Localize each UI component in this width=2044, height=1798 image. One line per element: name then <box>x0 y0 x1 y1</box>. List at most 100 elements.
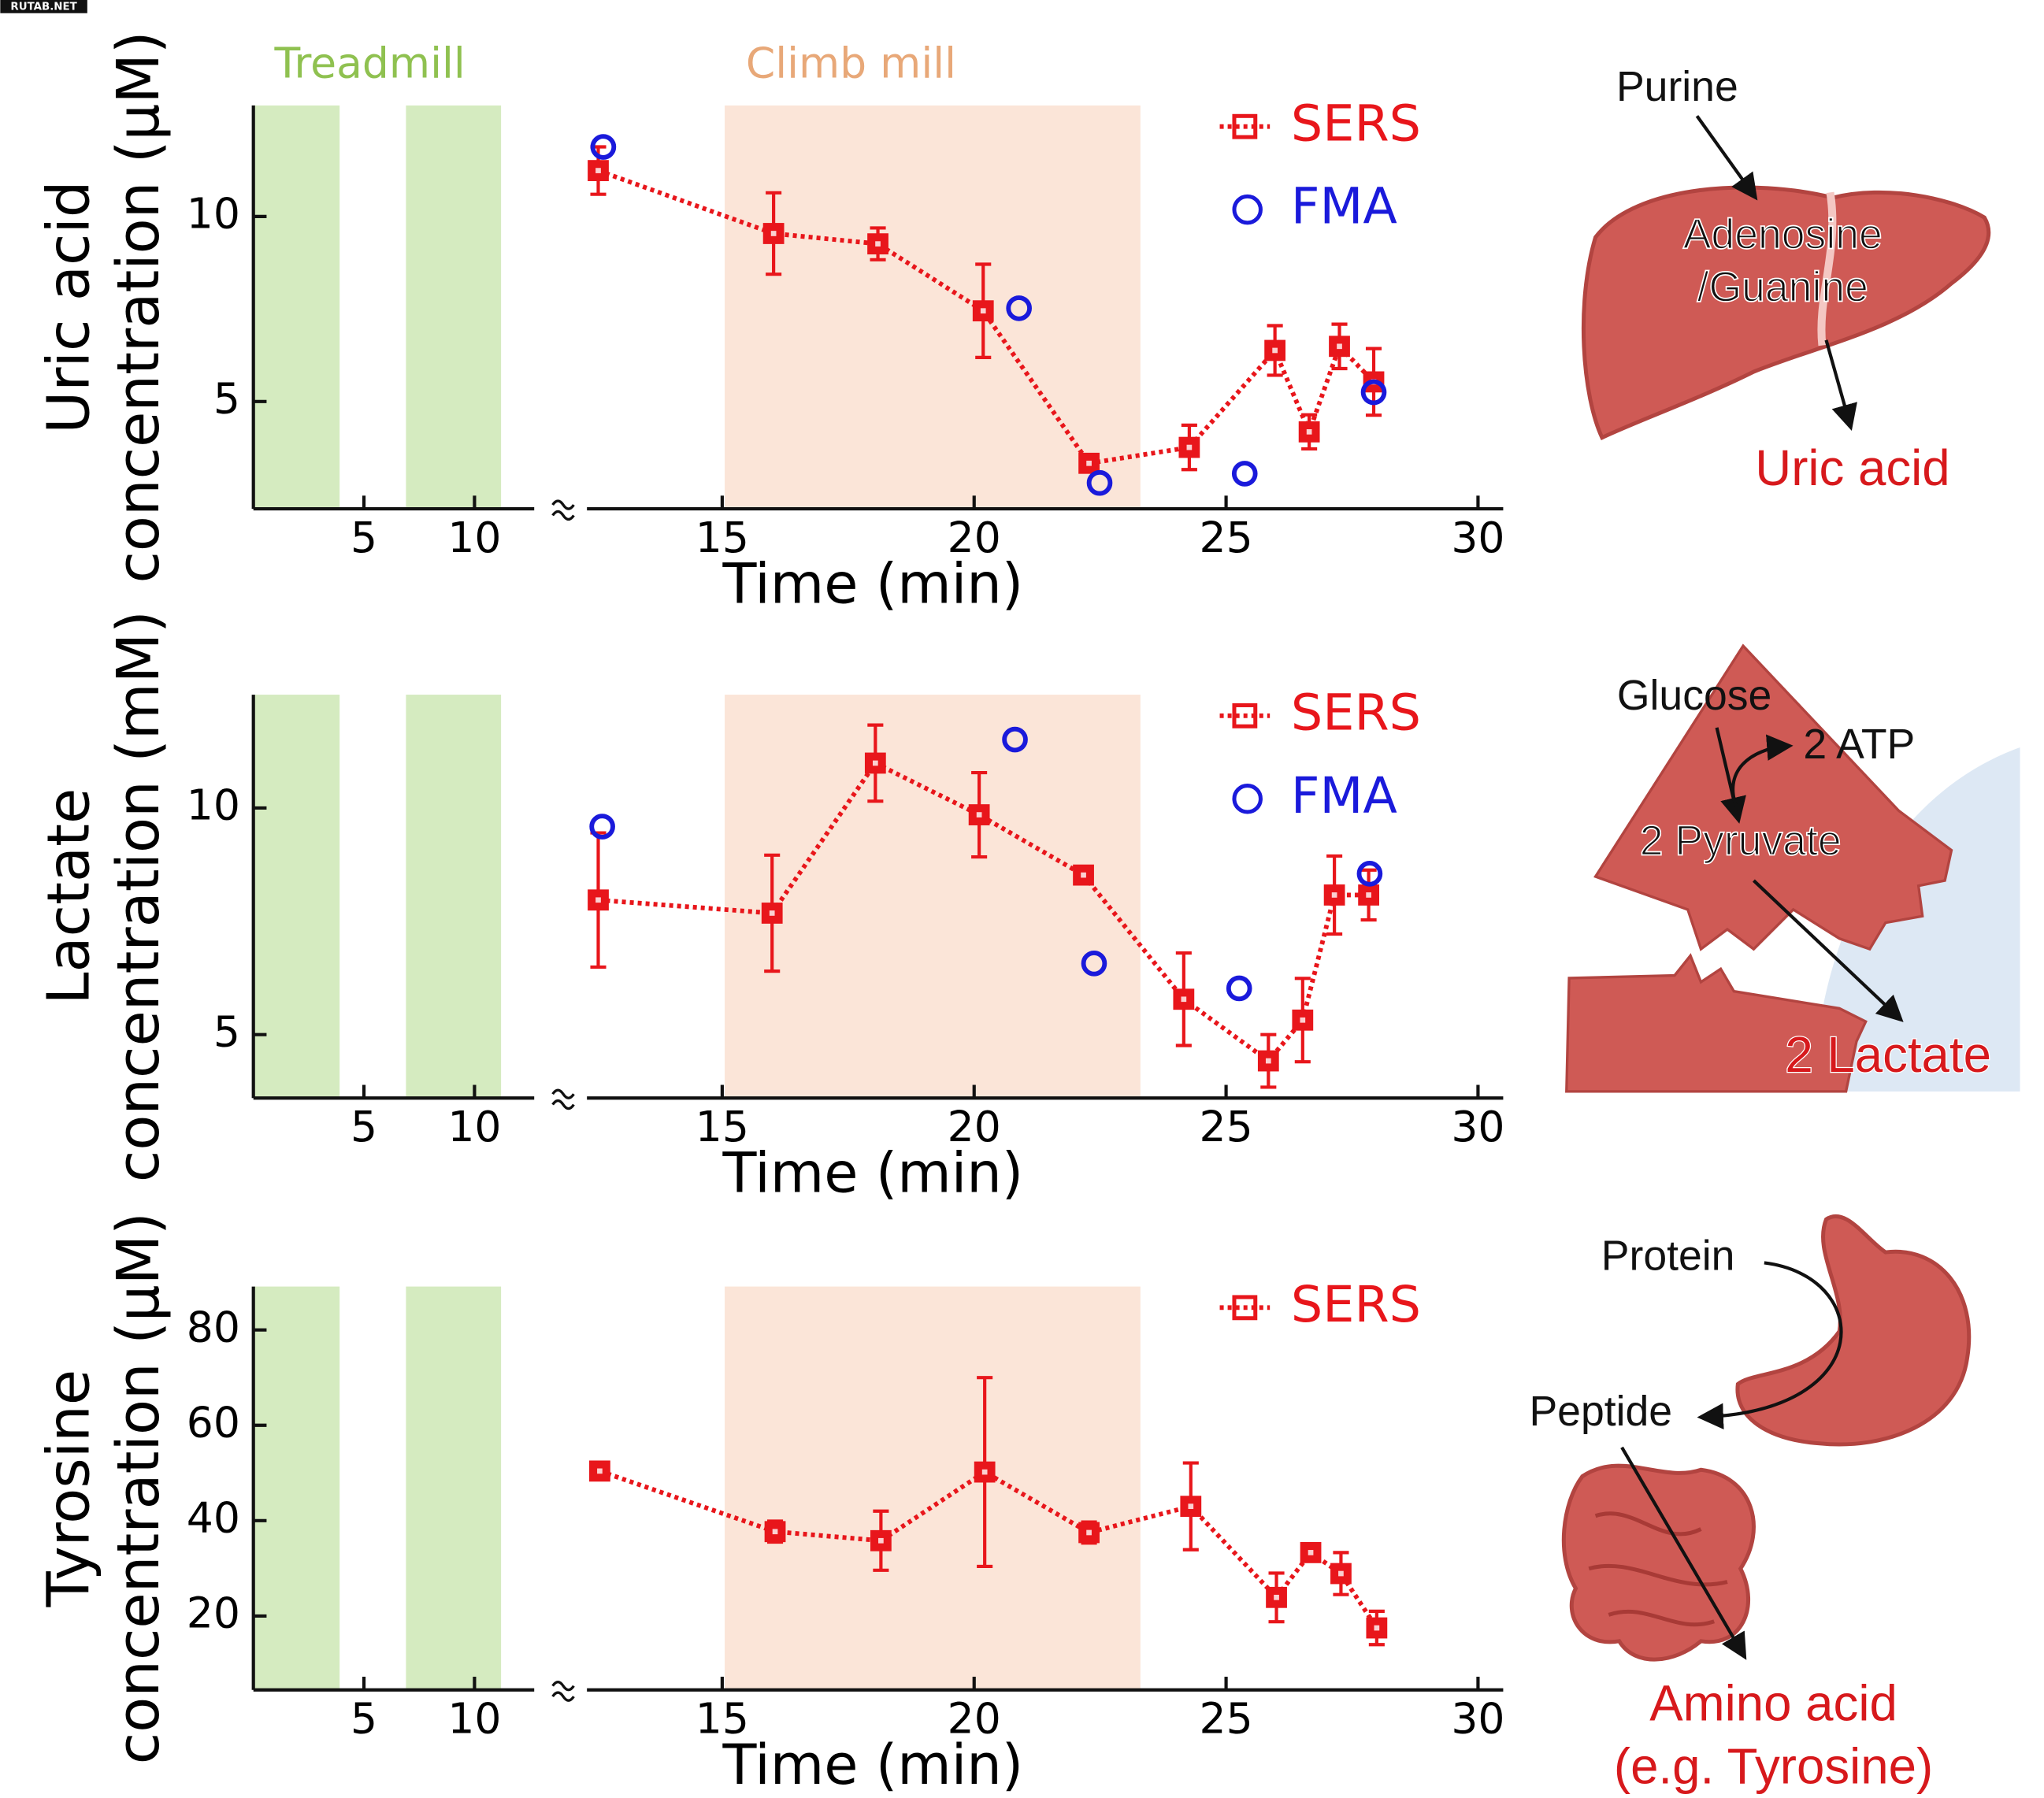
x-tick-label: 30 <box>1451 1102 1504 1151</box>
y-tick-label: 5 <box>213 373 240 423</box>
data-point-center <box>1272 347 1278 354</box>
data-point <box>589 814 615 840</box>
gut-input: Protein <box>1601 1233 1735 1280</box>
axis-break <box>551 1681 575 1702</box>
data-point-center <box>1374 1625 1380 1631</box>
x-tick-label: 15 <box>696 1694 749 1744</box>
legend-marker <box>1232 784 1263 814</box>
y-tick-label: 5 <box>213 1007 240 1056</box>
data-point-center <box>875 241 881 247</box>
gut-diagram: Protein Peptide Amino acid (e.g. Tyrosin… <box>1529 1214 1972 1795</box>
data-point-center <box>1300 1017 1306 1023</box>
x-tick-label: 25 <box>1200 1102 1253 1151</box>
phase-span <box>725 1286 1141 1690</box>
phase-span <box>406 695 502 1099</box>
y-axis-label: concentration (mM) <box>106 610 172 1182</box>
phase-span <box>725 695 1141 1099</box>
data-point-center <box>878 1537 884 1544</box>
liver-intermediate: /Guanine <box>1697 264 1868 310</box>
series-line <box>598 760 1369 1065</box>
data-point-center <box>772 1529 778 1535</box>
data-point-center <box>976 812 982 817</box>
legend-label: FMA <box>1291 766 1397 825</box>
phase-label: Climb mill <box>746 38 956 87</box>
y-tick-label: 10 <box>187 780 240 830</box>
y-tick-label: 80 <box>187 1302 240 1351</box>
y-tick-label: 60 <box>187 1397 240 1447</box>
x-tick-label: 15 <box>696 1102 749 1151</box>
watermark-bg <box>0 0 87 13</box>
data-point-center <box>1338 1570 1344 1577</box>
data-point-center <box>1086 1529 1092 1536</box>
legend-marker <box>1232 113 1258 139</box>
y-axis-label: Lactate <box>35 788 102 1005</box>
muscle-byproduct: 2 ATP <box>1803 721 1915 768</box>
data-point-center <box>1331 892 1337 898</box>
x-tick-label: 5 <box>351 1694 377 1744</box>
liver-diagram: Purine Adenosine /Guanine Uric acid <box>1581 64 1991 496</box>
y-axis-label: concentration (μM) <box>106 1212 172 1764</box>
data-point <box>1356 861 1383 887</box>
data-point <box>1002 726 1028 753</box>
legend-label: SERS <box>1291 683 1421 741</box>
series-line <box>599 1469 1379 1629</box>
x-tick-label: 5 <box>351 1102 377 1151</box>
data-point-center <box>1181 996 1187 1003</box>
y-tick-label: 10 <box>187 189 240 239</box>
muscle-input: Glucose <box>1617 673 1771 719</box>
liver-intermediate: Adenosine <box>1683 211 1883 258</box>
data-point <box>1081 951 1107 977</box>
x-axis-label: Time (min) <box>722 552 1024 617</box>
legend-label: SERS <box>1291 94 1421 152</box>
x-tick-label: 5 <box>351 513 377 562</box>
y-axis-label: concentration (μM) <box>106 31 172 583</box>
data-point <box>1360 379 1387 406</box>
y-tick-label: 20 <box>187 1589 240 1638</box>
data-point-center <box>980 308 986 314</box>
x-tick-label: 25 <box>1200 513 1253 562</box>
legend-label: SERS <box>1291 1275 1421 1333</box>
panel: 5 10 5 10 15 20 25 30 Time (min) Lactate concentra… <box>35 610 1504 1206</box>
data-point-center <box>1366 892 1371 898</box>
x-tick-label: 25 <box>1200 1694 1253 1744</box>
gut-output: (e.g. Tyrosine) <box>1614 1739 1933 1795</box>
data-point-center <box>769 910 775 916</box>
phase-span <box>406 105 502 510</box>
phase-span <box>725 105 1141 510</box>
data-point <box>1231 461 1258 487</box>
data-point-center <box>1274 1594 1279 1600</box>
data-point-center <box>1086 460 1092 466</box>
axis-break <box>551 499 575 521</box>
phase-span <box>253 695 340 1099</box>
data-point-center <box>1265 1058 1271 1064</box>
y-axis-label: Uric acid <box>35 180 102 433</box>
data-point <box>590 134 617 160</box>
phase-span <box>253 1286 340 1690</box>
data-point-center <box>1306 428 1312 435</box>
gut-output: Amino acid <box>1649 1675 1897 1731</box>
gut-intermediate: Peptide <box>1529 1388 1672 1435</box>
series-line <box>597 168 1376 466</box>
phase-span <box>406 1286 502 1690</box>
data-point-center <box>1337 343 1342 350</box>
legend-marker <box>1232 1295 1258 1321</box>
watermark: RUTAB.NET <box>10 1 77 13</box>
x-tick-label: 30 <box>1451 1694 1504 1744</box>
data-point-center <box>1308 1550 1314 1555</box>
muscle-diagram: Glucose 2 ATP 2 Pyruvate 2 Lactate <box>1565 643 2020 1093</box>
legend-marker <box>1232 194 1263 225</box>
liver-input: Purine <box>1616 64 1738 110</box>
x-axis-label: Time (min) <box>722 1733 1024 1797</box>
x-tick-label: 10 <box>447 513 501 562</box>
data-point-center <box>872 760 878 766</box>
data-point-center <box>597 1468 603 1474</box>
data-point-center <box>1188 1503 1194 1510</box>
data-point-center <box>595 168 601 173</box>
liver-output: Uric acid <box>1755 440 1949 496</box>
data-point-center <box>981 1469 988 1475</box>
data-point <box>1226 975 1252 1002</box>
data-point-center <box>770 231 777 236</box>
muscle-output: 2 Lactate <box>1785 1027 1991 1083</box>
legend-marker <box>1232 703 1258 728</box>
